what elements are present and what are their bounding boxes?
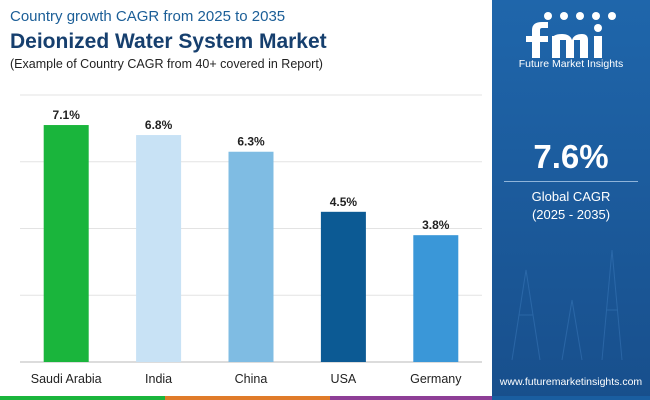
background-decoration xyxy=(511,249,623,361)
value-label-china: 6.3% xyxy=(237,135,265,149)
x-tick-label-usa: USA xyxy=(331,372,357,386)
side-panel: Future Market Insights 7.6% Global CAGR … xyxy=(492,0,650,400)
global-cagr-period: (2025 - 2035) xyxy=(531,207,611,222)
value-label-india: 6.8% xyxy=(145,118,173,132)
fmi-logo xyxy=(526,12,616,58)
bar-india xyxy=(136,135,182,362)
global-cagr-label: Global CAGR xyxy=(531,189,611,204)
footer-bar-blue xyxy=(492,396,650,400)
global-cagr-value: 7.6% xyxy=(533,138,609,175)
bar-china xyxy=(228,151,274,362)
value-label-usa: 4.5% xyxy=(330,195,358,209)
footer-bar-orange xyxy=(165,396,330,400)
website-url[interactable]: www.futuremarketinsights.com xyxy=(499,376,643,388)
chart-x-tick-labels: Saudi Arabia India China USA Germany xyxy=(31,372,462,386)
cagr-divider xyxy=(504,181,638,182)
chart-subtitle: (Example of Country CAGR from 40+ covere… xyxy=(10,57,323,71)
bar-germany xyxy=(413,235,459,362)
x-tick-label-saudi-arabia: Saudi Arabia xyxy=(31,372,102,386)
value-label-saudi-arabia: 7.1% xyxy=(53,108,81,122)
bar-chart: 7.1% 6.8% 6.3% 4.5% 3.8% Saudi Arabia India Ch… xyxy=(20,94,482,386)
chart-title: Deionized Water System Market xyxy=(10,30,327,53)
bar-usa xyxy=(320,211,366,362)
footer-bar-purple xyxy=(330,396,492,400)
x-tick-label-india: India xyxy=(145,372,172,386)
x-tick-label-china: China xyxy=(235,372,268,386)
brand-name: Future Market Insights xyxy=(518,58,624,70)
chart-supertitle: Country growth CAGR from 2025 to 2035 xyxy=(10,8,286,25)
chart-bars xyxy=(43,125,459,362)
bar-saudi-arabia xyxy=(43,125,89,362)
x-tick-label-germany: Germany xyxy=(410,372,462,386)
footer-bar-green xyxy=(0,396,165,400)
value-label-germany: 3.8% xyxy=(422,218,450,232)
chart-header: Country growth CAGR from 2025 to 2035 De… xyxy=(10,8,480,72)
chart-value-labels: 7.1% 6.8% 6.3% 4.5% 3.8% xyxy=(53,108,450,232)
